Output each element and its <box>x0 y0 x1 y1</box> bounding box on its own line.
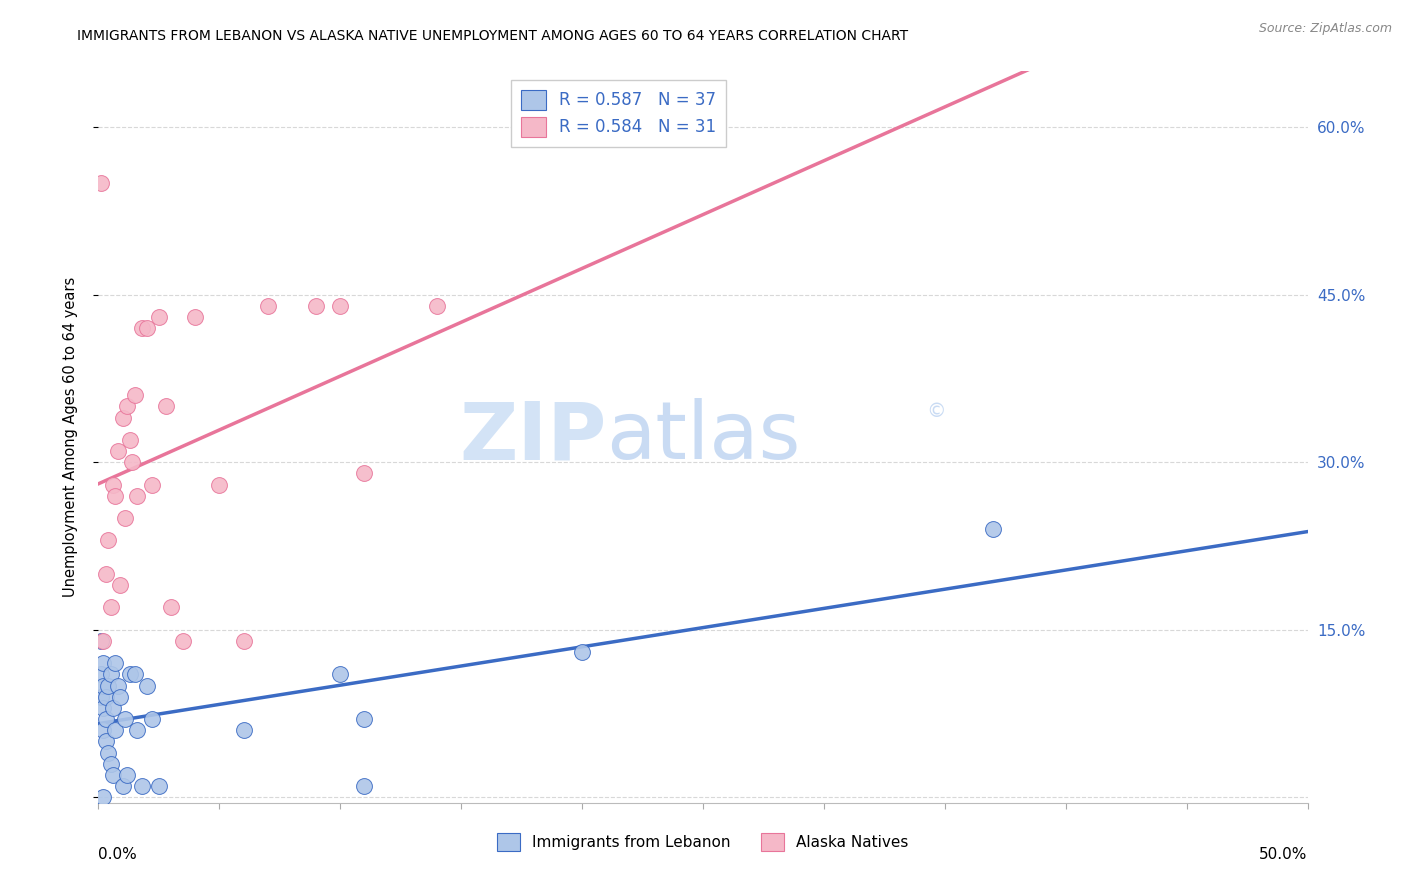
Point <box>232 633 254 648</box>
Text: ZIP: ZIP <box>458 398 606 476</box>
Point <box>118 667 141 681</box>
Point <box>135 679 157 693</box>
Point <box>121 455 143 469</box>
Text: 50.0%: 50.0% <box>1260 847 1308 862</box>
Point <box>141 477 163 491</box>
Point <box>426 299 449 313</box>
Point <box>117 400 139 414</box>
Point <box>100 600 122 615</box>
Point <box>101 477 124 491</box>
Legend: Immigrants from Lebanon, Alaska Natives: Immigrants from Lebanon, Alaska Natives <box>491 827 915 857</box>
Text: IMMIGRANTS FROM LEBANON VS ALASKA NATIVE UNEMPLOYMENT AMONG AGES 60 TO 64 YEARS : IMMIGRANTS FROM LEBANON VS ALASKA NATIVE… <box>77 29 908 43</box>
Point <box>91 679 114 693</box>
Point <box>114 712 136 726</box>
Point <box>90 633 112 648</box>
Point <box>124 667 146 681</box>
Point <box>127 723 149 738</box>
Point <box>94 690 117 704</box>
Point <box>160 600 183 615</box>
Point <box>155 400 177 414</box>
Y-axis label: Unemployment Among Ages 60 to 64 years: Unemployment Among Ages 60 to 64 years <box>63 277 77 598</box>
Point <box>111 410 134 425</box>
Point <box>100 667 122 681</box>
Text: atlas: atlas <box>606 398 800 476</box>
Text: ©: © <box>927 402 946 421</box>
Point <box>94 712 117 726</box>
Point <box>91 723 114 738</box>
Point <box>148 310 170 324</box>
Point <box>114 511 136 525</box>
Point <box>107 444 129 458</box>
Text: 0.0%: 0.0% <box>98 847 138 862</box>
Point <box>97 533 120 548</box>
Point <box>101 701 124 715</box>
Point <box>90 667 112 681</box>
Point <box>104 723 127 738</box>
Point <box>117 768 139 782</box>
Point <box>94 566 117 581</box>
Point <box>91 633 114 648</box>
Point <box>90 690 112 704</box>
Point <box>108 578 131 592</box>
Point <box>90 176 112 190</box>
Point <box>232 723 254 738</box>
Point <box>329 299 352 313</box>
Point <box>571 645 593 659</box>
Point <box>329 667 352 681</box>
Point <box>97 679 120 693</box>
Point <box>353 779 375 793</box>
Point <box>353 467 375 481</box>
Point <box>107 679 129 693</box>
Point <box>94 734 117 748</box>
Point <box>353 712 375 726</box>
Point <box>91 701 114 715</box>
Point <box>131 321 153 335</box>
Point <box>256 299 278 313</box>
Point <box>104 657 127 671</box>
Point <box>91 790 114 805</box>
Point <box>148 779 170 793</box>
Point <box>981 522 1004 536</box>
Point <box>104 489 127 503</box>
Point <box>124 388 146 402</box>
Point <box>100 756 122 771</box>
Point <box>131 779 153 793</box>
Point <box>101 768 124 782</box>
Point <box>135 321 157 335</box>
Point <box>111 779 134 793</box>
Text: Source: ZipAtlas.com: Source: ZipAtlas.com <box>1258 22 1392 36</box>
Point <box>184 310 207 324</box>
Point <box>127 489 149 503</box>
Point <box>305 299 328 313</box>
Point <box>97 746 120 760</box>
Point <box>141 712 163 726</box>
Point <box>172 633 194 648</box>
Point <box>91 657 114 671</box>
Point <box>108 690 131 704</box>
Point <box>118 433 141 447</box>
Point <box>208 477 231 491</box>
